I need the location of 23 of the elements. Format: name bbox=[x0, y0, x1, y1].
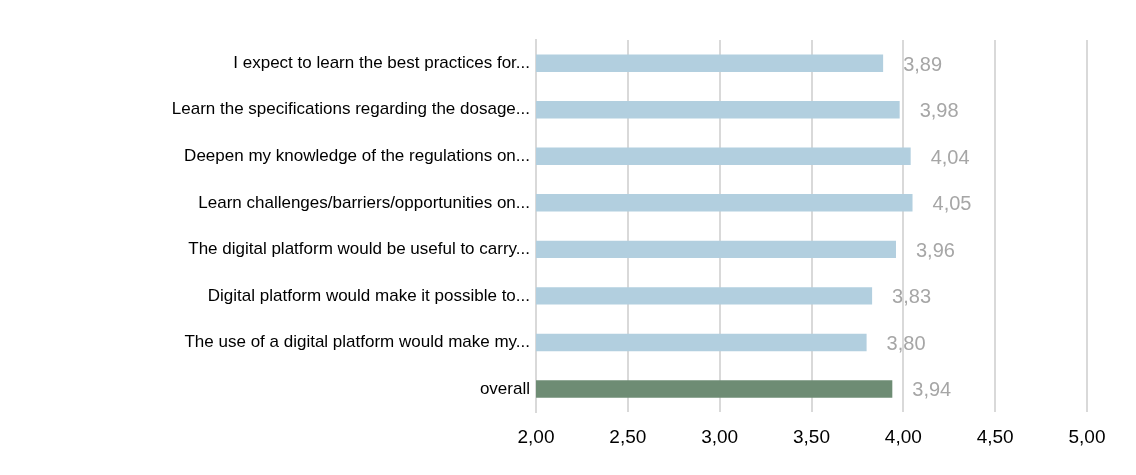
data-label: 3,98 bbox=[919, 99, 959, 122]
y-tick-label: Digital platform would make it possible to... bbox=[207, 285, 530, 305]
y-tick-label: overall bbox=[479, 378, 530, 398]
data-label: 4,04 bbox=[930, 145, 970, 168]
x-tick-label: 4,00 bbox=[884, 425, 922, 447]
x-tick-label: 2,50 bbox=[609, 425, 647, 447]
x-tick-label: 4,50 bbox=[976, 425, 1014, 447]
data-label: 3,89 bbox=[903, 52, 943, 75]
x-tick-label: 3,00 bbox=[701, 425, 739, 447]
y-tick-label: Learn challenges/barriers/opportunities on... bbox=[198, 192, 530, 212]
data-label: 3,96 bbox=[915, 238, 955, 261]
y-tick-label: Deepen my knowledge of the regulations on... bbox=[184, 146, 530, 165]
data-label: 4,05 bbox=[932, 192, 972, 215]
data-label: 3,80 bbox=[886, 331, 926, 354]
y-tick-label: The use of a digital platform would make my... bbox=[184, 332, 530, 352]
data-label: 3,83 bbox=[892, 285, 932, 308]
x-tick-label: 2,00 bbox=[517, 425, 555, 447]
y-tick-label: Learn the specifications regarding the dosage... bbox=[171, 99, 530, 119]
y-tick-label: I expect to learn the best practices for... bbox=[233, 52, 530, 72]
data-label: 3,94 bbox=[912, 378, 952, 401]
x-tick-label: 3,50 bbox=[793, 425, 830, 447]
y-tick-label: The digital platform would be useful to carry... bbox=[188, 239, 530, 259]
x-tick-label: 5,00 bbox=[1068, 425, 1106, 447]
